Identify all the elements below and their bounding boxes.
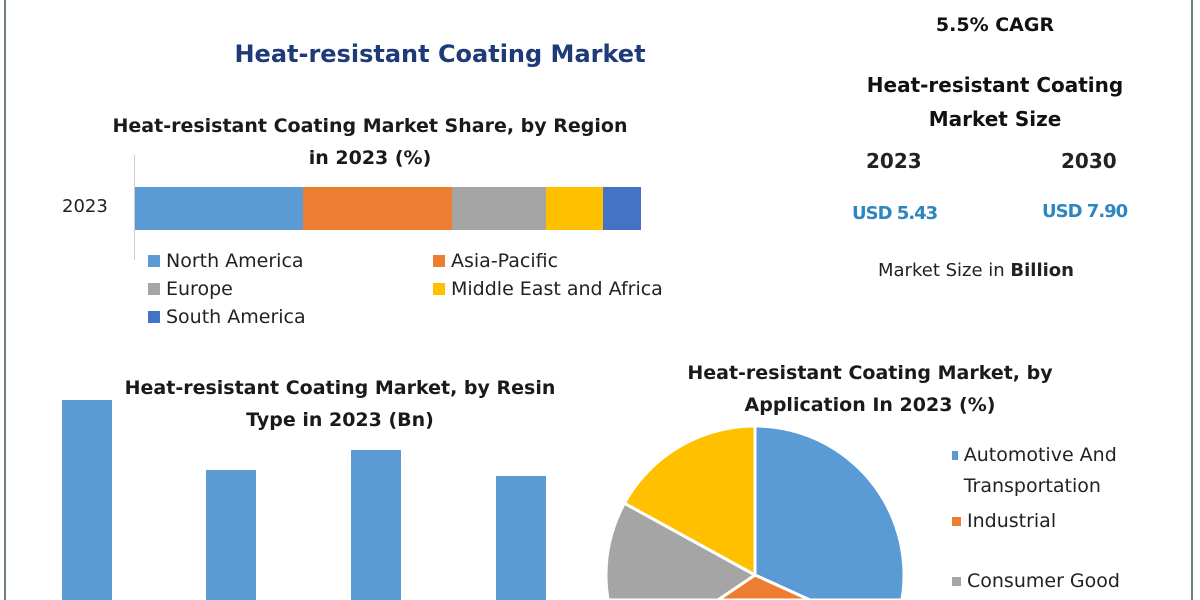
- legend-label: North America: [166, 250, 304, 272]
- cagr-label: 5.5% CAGR: [935, 14, 1055, 36]
- region-chart-title: Heat-resistant Coating Market Share, by …: [112, 115, 628, 169]
- legend-mea: Middle East and Africa: [433, 278, 708, 300]
- legend-swatch: [433, 283, 445, 295]
- legend-swatch: [952, 516, 961, 526]
- legend-south-america: South America: [148, 306, 433, 328]
- legend-swatch: [148, 311, 160, 323]
- resin-bar: [351, 450, 401, 600]
- pie-slice: [622, 424, 757, 578]
- resin-bar: [62, 400, 112, 600]
- value-2030: USD 7.90: [1042, 201, 1128, 222]
- legend-industrial: Industrial: [952, 510, 1152, 532]
- region-segment-middle-east-and-africa: [545, 187, 604, 230]
- legend-label: Automotive And Transportation: [963, 444, 1117, 497]
- region-segment-asia-pacific: [302, 187, 452, 230]
- legend-asia-pacific: Asia-Pacific: [433, 250, 708, 272]
- legend-swatch: [952, 451, 958, 460]
- region-axis-line: [134, 155, 135, 260]
- legend-label: Asia-Pacific: [451, 250, 559, 272]
- region-segment-north-america: [135, 187, 303, 230]
- year-2030: 2030: [1061, 149, 1117, 173]
- legend-swatch: [148, 283, 160, 295]
- legend-europe: Europe: [148, 278, 433, 300]
- legend-consumer-good: Consumer Good: [952, 570, 1152, 592]
- region-segment-europe: [451, 187, 546, 230]
- region-stacked-bar: [135, 187, 641, 230]
- frame-left-border: [4, 0, 6, 600]
- unit-note: Market Size in Billion: [878, 260, 1074, 281]
- year-2023: 2023: [866, 149, 922, 173]
- region-legend: North America Asia-Pacific Europe Middle…: [148, 250, 708, 328]
- resin-bar: [496, 476, 546, 600]
- pie-slice-consumer-good: [604, 501, 758, 600]
- market-size-title: Heat-resistant Coating Market Size: [866, 73, 1124, 131]
- legend-label: Consumer Good: [967, 570, 1120, 592]
- legend-label: South America: [166, 306, 306, 328]
- legend-automotive: Automotive And Transportation: [952, 440, 1152, 502]
- region-category-label: 2023: [62, 196, 108, 217]
- legend-label: Europe: [166, 278, 233, 300]
- frame-right-border: [1191, 0, 1193, 600]
- legend-swatch: [433, 255, 445, 267]
- page-title: Heat-resistant Coating Market: [234, 40, 646, 68]
- value-2023: USD 5.43: [852, 203, 938, 224]
- legend-swatch: [952, 576, 961, 586]
- unit-prefix: Market Size in: [878, 260, 1011, 281]
- legend-label: Industrial: [967, 510, 1057, 532]
- pie-slice-automotive-and-transportation: [753, 424, 906, 600]
- region-segment-south-america: [603, 187, 641, 230]
- legend-swatch: [148, 255, 160, 267]
- pie-slice-industrial: [715, 573, 811, 600]
- application-legend: Automotive And Transportation Industrial…: [952, 440, 1152, 592]
- legend-label: Middle East and Africa: [451, 278, 663, 300]
- resin-bar-chart: [62, 400, 546, 600]
- resin-chart-title: Heat-resistant Coating Market, by Resin …: [124, 377, 556, 431]
- legend-north-america: North America: [148, 250, 433, 272]
- application-chart-title: Heat-resistant Coating Market, by Applic…: [687, 362, 1053, 416]
- unit-bold: Billion: [1010, 260, 1074, 281]
- resin-bar: [206, 470, 256, 600]
